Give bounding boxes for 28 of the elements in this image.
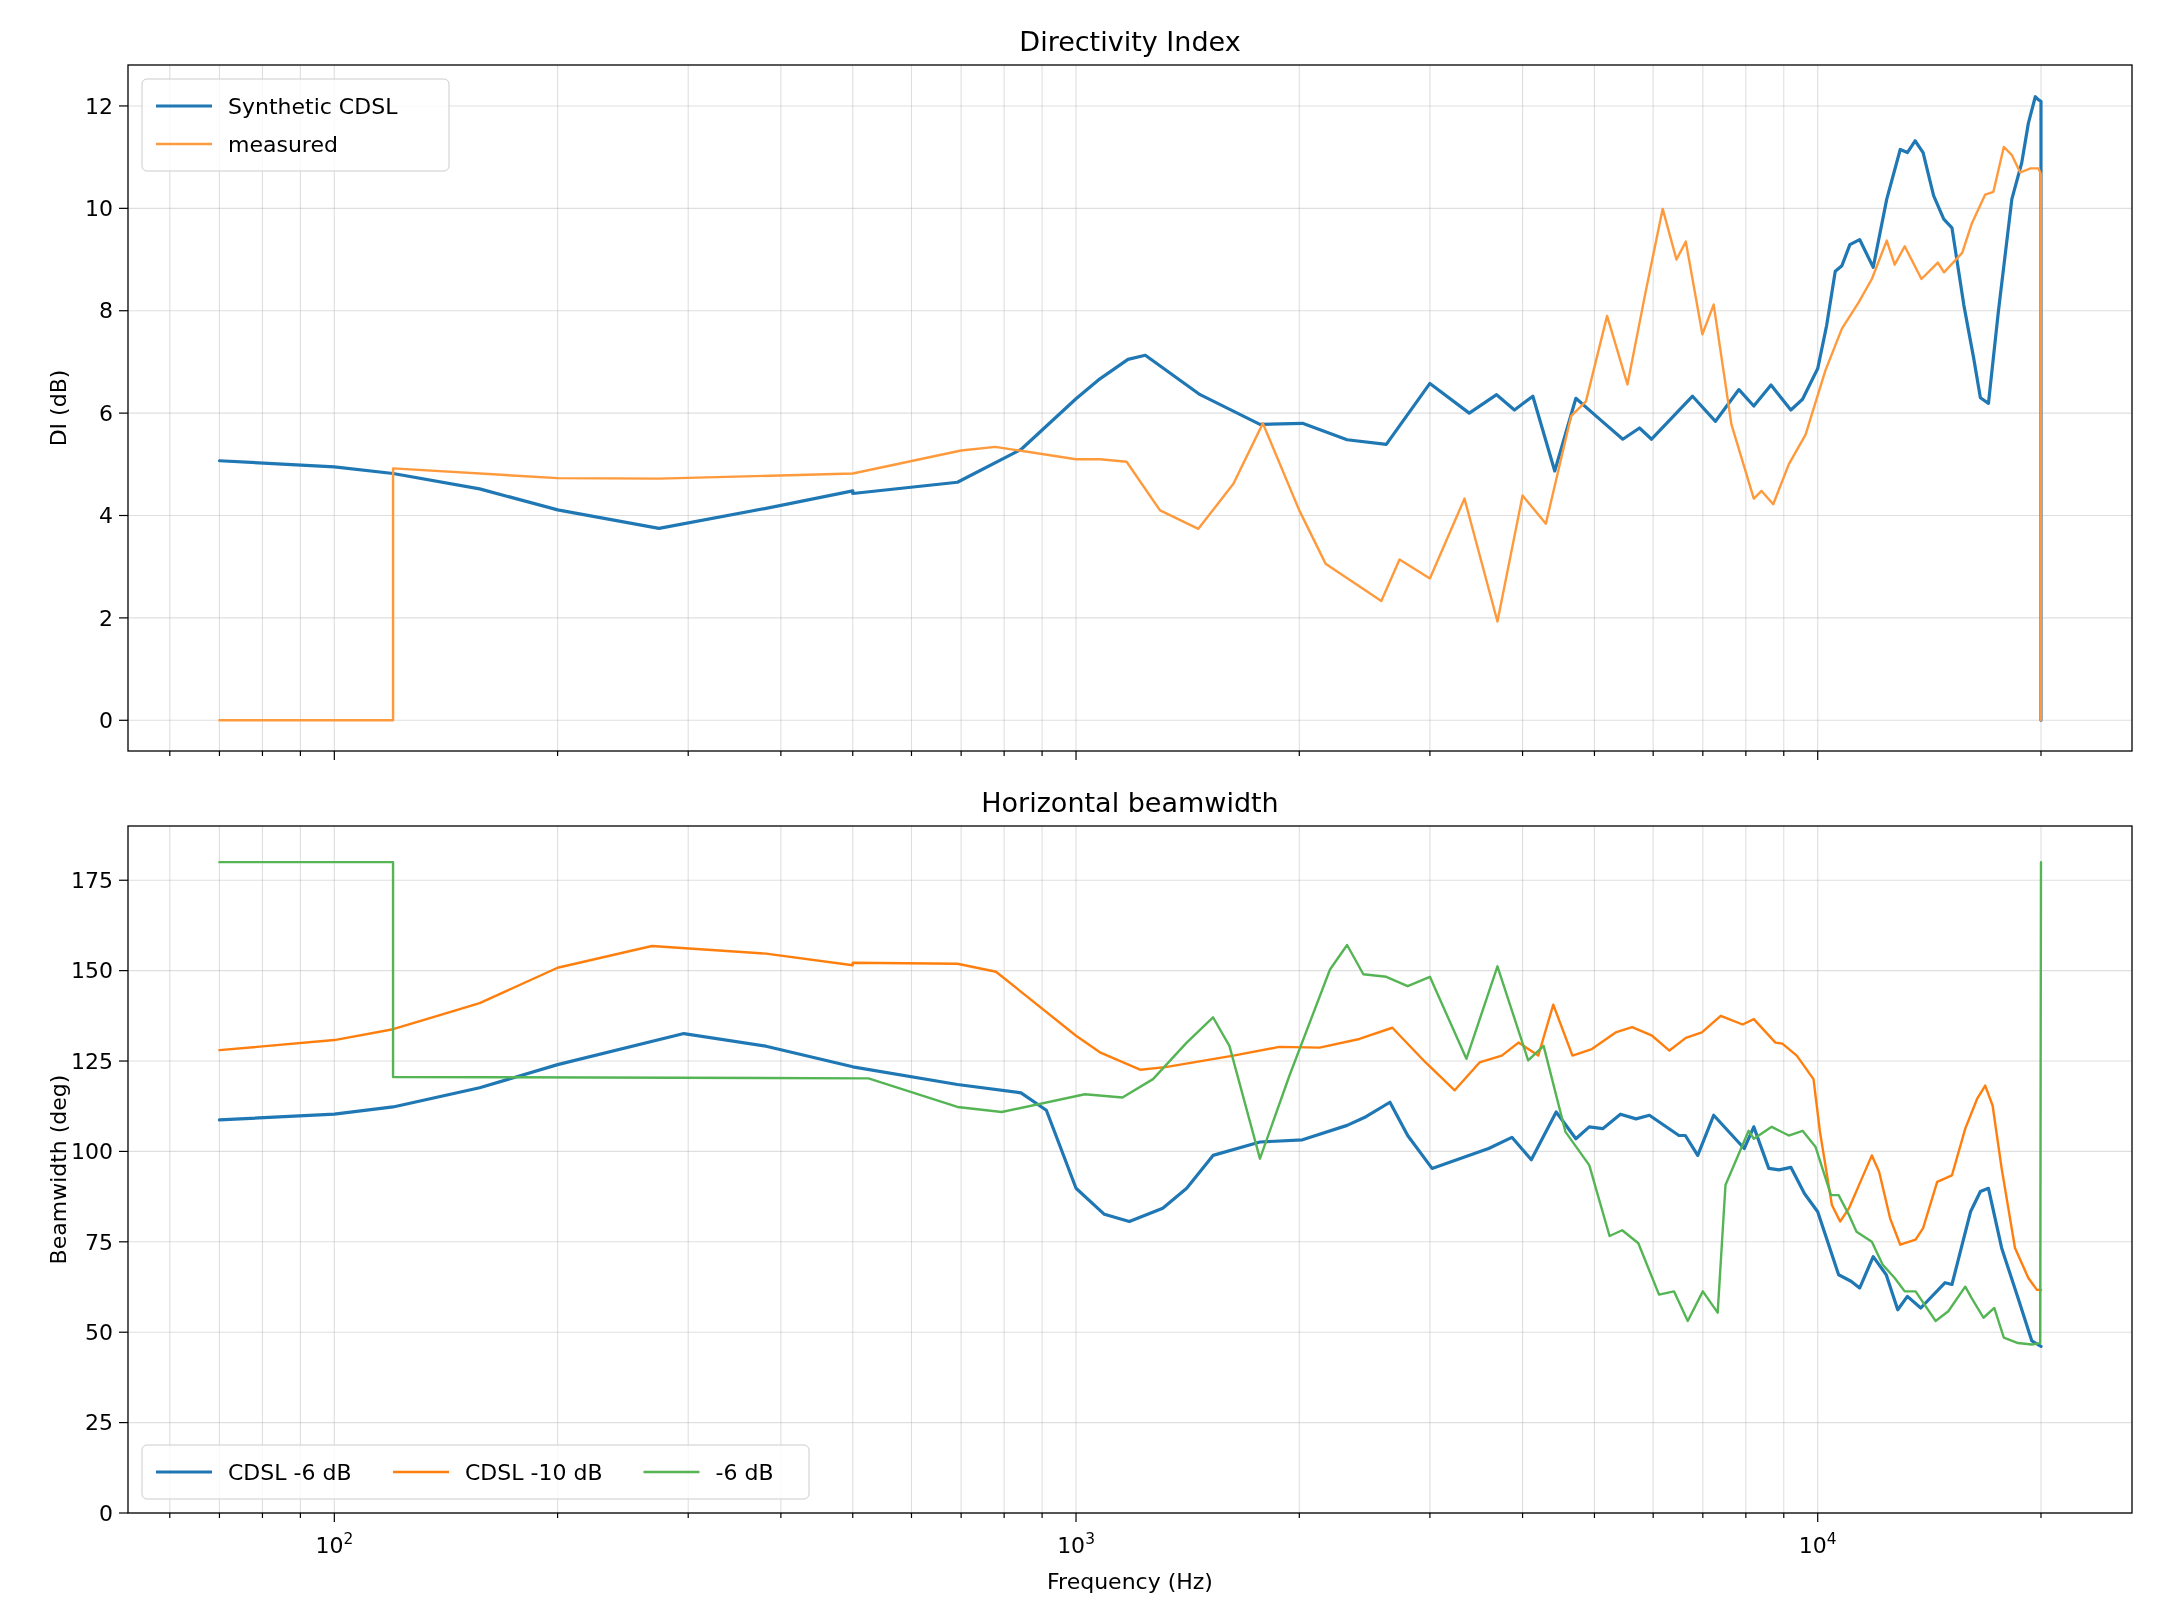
- y-tick-label: 4: [99, 503, 113, 529]
- y-tick-label: 0: [99, 1500, 113, 1526]
- y-tick-label: 25: [85, 1410, 113, 1436]
- x-tick-label: 10$^{2}$: [315, 1530, 354, 1558]
- chart-title: Directivity Index: [1019, 26, 1241, 57]
- y-axis-title: Beamwidth (deg): [46, 1074, 71, 1265]
- x-tick-label: 10$^{3}$: [1057, 1530, 1095, 1558]
- y-axis-title: DI (dB): [46, 369, 71, 447]
- y-tick-label: 2: [99, 605, 113, 631]
- y-tick-label: 100: [71, 1139, 113, 1165]
- y-tick-label: 12: [85, 93, 113, 119]
- y-tick-label: 10: [85, 196, 113, 222]
- y-tick-label: 6: [99, 400, 113, 426]
- chart-title: Horizontal beamwidth: [981, 787, 1279, 818]
- legend-label: CDSL -10 dB: [465, 1459, 603, 1485]
- y-tick-label: 50: [85, 1319, 113, 1345]
- x-tick-label: 10$^{4}$: [1798, 1530, 1837, 1558]
- legend-label: -6 dB: [715, 1459, 774, 1485]
- legend-label: CDSL -6 dB: [228, 1459, 352, 1485]
- y-tick-label: 125: [71, 1048, 113, 1074]
- y-tick-label: 8: [99, 298, 113, 324]
- legend-label: Synthetic CDSL: [228, 93, 399, 119]
- x-axis-title: Frequency (Hz): [1047, 1569, 1213, 1594]
- y-tick-label: 175: [71, 867, 113, 893]
- legend-label: measured: [228, 131, 338, 157]
- y-tick-label: 150: [71, 958, 113, 984]
- y-tick-label: 0: [99, 707, 113, 733]
- y-tick-label: 75: [85, 1229, 113, 1255]
